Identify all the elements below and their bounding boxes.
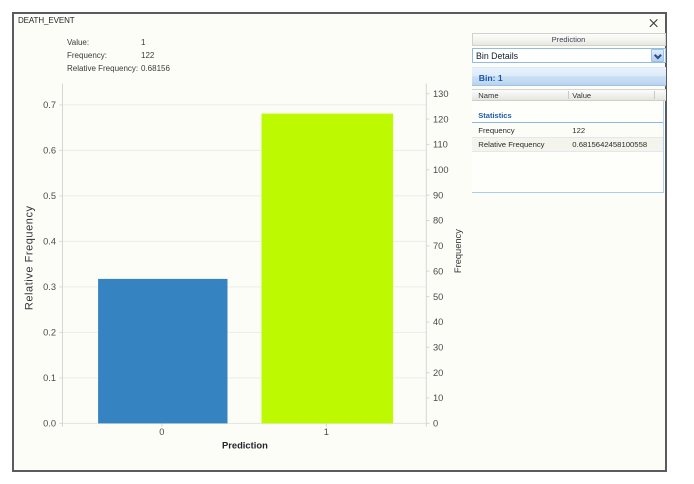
svg-text:130: 130 — [433, 89, 449, 99]
svg-text:Prediction: Prediction — [222, 440, 268, 451]
svg-text:30: 30 — [433, 343, 443, 353]
svg-text:80: 80 — [433, 216, 443, 226]
svg-text:110: 110 — [433, 140, 448, 150]
svg-text:0.6: 0.6 — [43, 146, 56, 156]
svg-text:60: 60 — [433, 266, 443, 276]
svg-text:20: 20 — [433, 368, 443, 378]
svg-text:0.7: 0.7 — [43, 100, 56, 110]
svg-text:0.3: 0.3 — [43, 282, 56, 292]
svg-text:0.0: 0.0 — [43, 419, 56, 429]
svg-text:40: 40 — [433, 317, 443, 327]
svg-text:0: 0 — [433, 419, 438, 429]
svg-text:1: 1 — [324, 427, 329, 437]
svg-text:0.5: 0.5 — [43, 191, 56, 201]
svg-text:100: 100 — [433, 165, 449, 175]
svg-text:Relative Frequency: Relative Frequency — [24, 205, 36, 310]
svg-text:0: 0 — [159, 427, 164, 437]
svg-text:50: 50 — [433, 292, 443, 302]
svg-text:90: 90 — [433, 190, 443, 200]
svg-text:0.4: 0.4 — [43, 237, 56, 247]
svg-text:120: 120 — [433, 114, 449, 124]
svg-text:Frequency: Frequency — [453, 229, 463, 273]
svg-text:0.2: 0.2 — [43, 328, 56, 338]
svg-text:70: 70 — [433, 241, 443, 251]
svg-text:10: 10 — [433, 393, 443, 403]
svg-text:0.1: 0.1 — [43, 373, 56, 383]
